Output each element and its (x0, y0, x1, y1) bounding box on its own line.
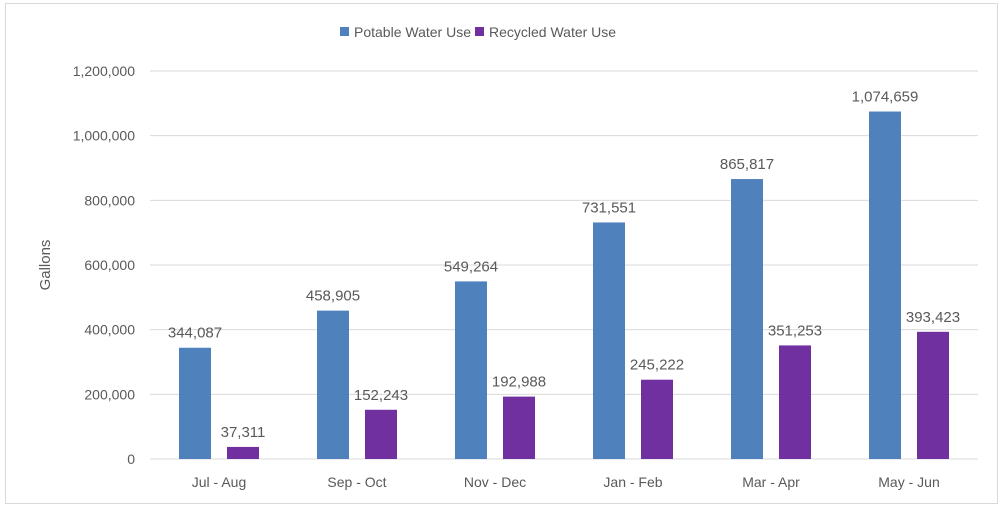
x-tick-label: Mar - Apr (742, 474, 800, 490)
x-tick-label: May - Jun (878, 474, 939, 490)
bar-recycled (365, 409, 397, 459)
bar-recycled (227, 446, 259, 459)
bar-recycled (641, 379, 673, 459)
legend-label: Recycled Water Use (489, 24, 616, 40)
bar-potable (593, 222, 625, 459)
y-tick-label: 400,000 (84, 322, 135, 338)
data-label: 37,311 (221, 424, 266, 441)
data-label: 152,243 (354, 387, 408, 404)
bar-potable (317, 310, 349, 459)
data-label: 549,264 (444, 258, 498, 275)
data-label: 731,551 (582, 199, 636, 216)
y-tick-label: 0 (127, 451, 135, 467)
y-axis-label: Gallons (37, 240, 54, 291)
y-tick-label: 1,000,000 (73, 128, 135, 144)
data-label: 393,423 (906, 309, 960, 326)
data-label: 458,905 (306, 288, 360, 305)
legend-swatch (340, 27, 349, 36)
bar-recycled (917, 331, 949, 459)
bar-recycled (779, 345, 811, 459)
y-tick-label: 600,000 (84, 257, 135, 273)
y-tick-label: 1,200,000 (73, 63, 135, 79)
legend-label: Potable Water Use (354, 24, 471, 40)
bar-potable (179, 347, 211, 459)
data-label: 192,988 (492, 374, 546, 391)
bar-potable (455, 281, 487, 459)
y-tick-label: 200,000 (84, 386, 135, 402)
y-tick-label: 800,000 (84, 192, 135, 208)
x-tick-label: Sep - Oct (327, 474, 386, 490)
x-tick-label: Jul - Aug (192, 474, 246, 490)
data-label: 1,074,659 (852, 89, 919, 106)
x-tick-label: Jan - Feb (603, 474, 662, 490)
legend-swatch (475, 27, 484, 36)
data-label: 245,222 (630, 357, 684, 374)
bar-potable (869, 111, 901, 460)
data-label: 351,253 (768, 322, 822, 339)
data-label: 865,817 (720, 156, 774, 173)
bar-recycled (503, 396, 535, 459)
data-label: 344,087 (168, 325, 222, 342)
x-tick-label: Nov - Dec (464, 474, 526, 490)
bar-potable (731, 179, 763, 460)
chart-frame (5, 3, 998, 504)
